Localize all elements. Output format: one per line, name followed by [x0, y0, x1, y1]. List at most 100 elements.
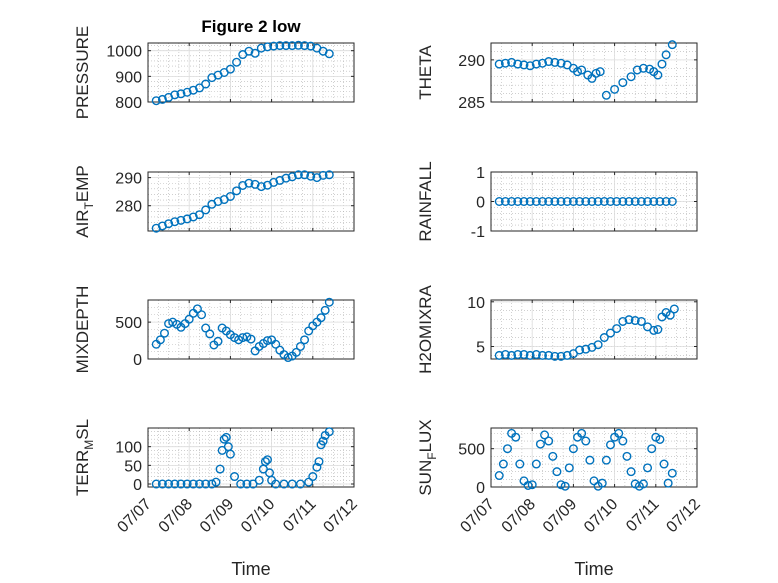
data-point	[300, 41, 310, 51]
data-point	[657, 59, 667, 69]
data-point	[225, 449, 235, 459]
x-tick-label: 07/09	[197, 496, 237, 536]
y-tick-label: 1	[476, 165, 485, 182]
data-point	[568, 444, 578, 454]
data-point	[170, 479, 180, 489]
data-point	[283, 353, 293, 363]
x-tick-label: 07/10	[581, 496, 621, 536]
data-point	[618, 436, 628, 446]
data-point	[275, 41, 285, 51]
y-tick-label: 10	[467, 295, 485, 312]
data-point	[194, 479, 204, 489]
data-point	[312, 173, 322, 183]
data-point	[287, 172, 297, 182]
data-point	[256, 43, 266, 53]
data-point	[636, 196, 646, 206]
data-point	[626, 467, 636, 477]
data-point	[624, 196, 634, 206]
data-point	[262, 336, 272, 346]
data-point	[610, 84, 620, 94]
y-tick-label: 500	[458, 442, 485, 459]
x-tick-label: 07/09	[540, 496, 580, 536]
data-point	[560, 481, 570, 491]
data-point	[157, 479, 167, 489]
data-point	[605, 440, 615, 450]
subplot-2: 285 290 THETA	[416, 40, 698, 112]
data-point	[599, 333, 609, 343]
data-point	[605, 196, 615, 206]
y-tick-label: 50	[124, 458, 142, 475]
data-point	[275, 175, 285, 185]
data-point	[614, 428, 624, 438]
data-point	[544, 436, 554, 446]
data-point	[667, 196, 677, 206]
data-point	[494, 471, 504, 481]
data-point	[269, 41, 279, 51]
data-point	[498, 459, 508, 469]
data-point	[568, 196, 578, 206]
subplot-4: -1 0 1 RAINFALL	[416, 161, 698, 242]
y-tick-label: 800	[115, 95, 142, 112]
y-tick-label: 280	[115, 199, 142, 216]
data-point	[591, 68, 601, 78]
data-point	[176, 479, 186, 489]
data-point	[250, 179, 260, 189]
data-point	[291, 347, 301, 357]
subplot-6: 5 10 H2OMIXRA	[416, 284, 698, 374]
data-point	[318, 170, 328, 180]
data-point	[556, 480, 566, 490]
data-point	[585, 455, 595, 465]
data-point	[552, 467, 562, 477]
data-point	[581, 196, 591, 206]
data-point	[618, 78, 628, 88]
data-point	[238, 333, 248, 343]
data-point	[308, 472, 318, 482]
data-point	[655, 434, 665, 444]
y-axis-label: MIXDEPTH	[73, 286, 92, 374]
data-point	[500, 196, 510, 206]
data-point	[295, 341, 305, 351]
data-point	[176, 89, 186, 99]
data-point	[562, 350, 572, 360]
data-point	[544, 57, 554, 67]
x-tick-label: 07/10	[238, 496, 278, 536]
data-point	[562, 196, 572, 206]
data-point	[595, 67, 605, 77]
data-point	[612, 324, 622, 334]
data-point	[316, 313, 326, 323]
data-point	[507, 350, 517, 360]
data-point	[548, 451, 558, 461]
y-tick-label: 5	[476, 339, 485, 356]
data-point	[194, 210, 204, 220]
data-point	[564, 463, 574, 473]
data-point	[655, 196, 665, 206]
data-point	[324, 427, 334, 437]
data-point	[626, 72, 636, 82]
data-point	[519, 60, 529, 70]
data-point	[256, 182, 266, 192]
data-point	[151, 96, 161, 106]
data-point	[661, 50, 671, 60]
data-point	[246, 334, 256, 344]
data-point	[201, 323, 211, 333]
data-point	[638, 63, 648, 73]
data-point	[157, 221, 167, 231]
data-point	[194, 83, 204, 93]
data-point	[244, 178, 254, 188]
y-tick-label: -1	[471, 224, 485, 241]
data-point	[527, 480, 537, 490]
data-point	[201, 479, 211, 489]
data-point	[306, 41, 316, 51]
data-point	[593, 196, 603, 206]
x-tick-label: 07/08	[499, 496, 539, 536]
data-point	[262, 42, 272, 52]
data-point	[597, 478, 607, 488]
data-point	[232, 57, 242, 67]
x-tick-label: 07/08	[156, 496, 196, 536]
data-point	[500, 58, 510, 68]
data-point	[531, 59, 541, 69]
y-tick-label: 290	[115, 171, 142, 188]
data-point	[188, 212, 198, 222]
data-point	[324, 170, 334, 180]
